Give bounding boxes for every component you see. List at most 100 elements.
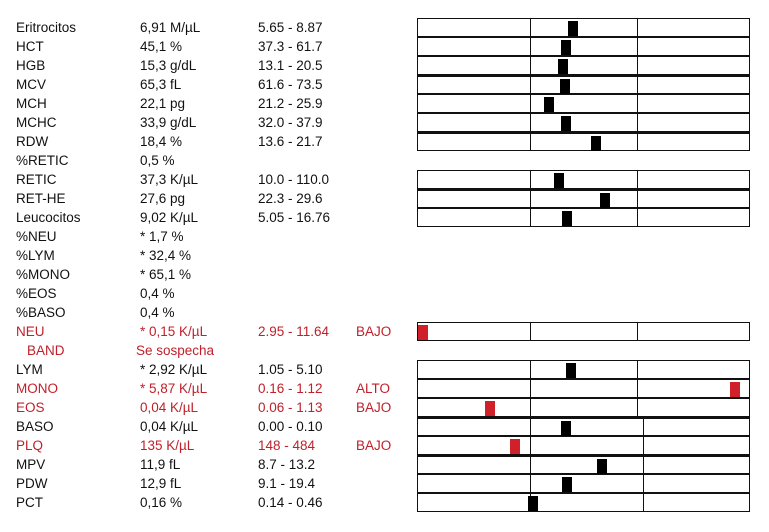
- reference-range: 61.6 - 73.5: [258, 77, 323, 92]
- result-row: Eritrocitos 6,91 M/µL 5.65 - 8.87: [0, 18, 769, 37]
- result-row: NEU * 0,15 K/µL 2.95 - 11.64 BAJO: [0, 322, 769, 341]
- test-value: 135 K/µL: [140, 438, 195, 453]
- test-name: MPV: [16, 457, 46, 472]
- result-row: %BASO 0,4 %: [0, 303, 769, 322]
- range-divider: [637, 38, 639, 55]
- reference-range: 0.16 - 1.12: [258, 381, 323, 396]
- reference-range: 5.65 - 8.87: [258, 20, 323, 35]
- test-name: PLQ: [16, 438, 44, 453]
- range-divider: [637, 171, 639, 188]
- range-indicator-bar: [417, 208, 750, 227]
- range-divider: [530, 380, 532, 397]
- test-value: 6,91 M/µL: [140, 20, 201, 35]
- range-divider: [637, 380, 639, 397]
- test-value: * 65,1 %: [140, 267, 192, 282]
- result-marker: [568, 21, 579, 36]
- test-name: MCHC: [16, 115, 57, 130]
- range-indicator-bar: [417, 322, 750, 341]
- range-divider: [637, 323, 639, 340]
- test-value: * 5,87 K/µL: [140, 381, 208, 396]
- reference-range: 0.06 - 1.13: [258, 400, 323, 415]
- result-row: MONO * 5,87 K/µL 0.16 - 1.12 ALTO: [0, 379, 769, 398]
- test-value: 0,16 %: [140, 495, 183, 510]
- result-marker: [561, 40, 572, 55]
- range-indicator-bar: [417, 493, 750, 512]
- result-row: RET-HE 27,6 pg 22.3 - 29.6: [0, 189, 769, 208]
- range-divider: [637, 77, 639, 93]
- test-name: PDW: [16, 476, 48, 491]
- result-row: MCV 65,3 fL 61.6 - 73.5: [0, 75, 769, 94]
- test-value: 0,4 %: [140, 286, 175, 301]
- result-row: EOS 0,04 K/µL 0.06 - 1.13 BAJO: [0, 398, 769, 417]
- test-name: %BASO: [16, 305, 66, 320]
- result-row: HGB 15,3 g/dL 13.1 - 20.5: [0, 56, 769, 75]
- reference-range: 2.95 - 11.64: [258, 324, 330, 339]
- test-value: 0,04 K/µL: [140, 400, 199, 415]
- range-divider: [643, 437, 645, 454]
- range-divider: [637, 114, 639, 131]
- reference-range: 32.0 - 37.9: [258, 115, 323, 130]
- test-value: * 1,7 %: [140, 229, 184, 244]
- test-name: BASO: [16, 419, 54, 434]
- range-indicator-bar: [417, 75, 750, 94]
- range-divider: [530, 399, 532, 416]
- range-divider: [530, 437, 532, 454]
- test-value: 33,9 g/dL: [140, 115, 197, 130]
- result-marker: [553, 173, 564, 188]
- result-marker: [562, 477, 573, 492]
- result-marker: [562, 211, 573, 226]
- range-indicator-bar: [417, 18, 750, 37]
- reference-range: 22.3 - 29.6: [258, 191, 323, 206]
- range-indicator-bar: [417, 474, 750, 493]
- range-indicator-bar: [417, 398, 750, 417]
- range-divider: [643, 457, 645, 473]
- test-value: 0,04 K/µL: [140, 419, 199, 434]
- result-marker: [544, 97, 555, 112]
- range-divider: [530, 114, 532, 131]
- test-name: HGB: [16, 58, 46, 73]
- range-divider: [637, 19, 639, 36]
- test-name: HCT: [16, 39, 44, 54]
- result-row: %EOS 0,4 %: [0, 284, 769, 303]
- range-indicator-bar: [417, 417, 750, 436]
- test-value: 11,9 fL: [140, 457, 181, 472]
- result-row: MCH 22,1 pg 21.2 - 25.9: [0, 94, 769, 113]
- test-name: BAND: [27, 343, 65, 358]
- result-row: PCT 0,16 % 0.14 - 0.46: [0, 493, 769, 512]
- result-marker: [559, 79, 570, 94]
- test-name: PCT: [16, 495, 43, 510]
- result-marker: [510, 439, 521, 454]
- reference-range: 148 - 484: [258, 438, 316, 453]
- range-indicator-bar: [417, 455, 750, 474]
- test-value: * 32,4 %: [140, 248, 192, 263]
- result-marker: [597, 459, 608, 474]
- status-flag: BAJO: [356, 324, 392, 339]
- test-value: 27,6 pg: [140, 191, 186, 206]
- range-divider: [643, 494, 645, 511]
- result-marker: [485, 401, 496, 416]
- result-marker: [730, 382, 740, 397]
- range-divider: [530, 134, 532, 150]
- result-marker: [557, 59, 568, 74]
- reference-range: 13.6 - 21.7: [258, 134, 323, 149]
- range-indicator-bar: [417, 37, 750, 56]
- test-value: 45,1 %: [140, 39, 183, 54]
- range-indicator-bar: [417, 379, 750, 398]
- test-value: 65,3 fL: [140, 77, 182, 92]
- range-indicator-bar: [417, 94, 750, 113]
- reference-range: 5.05 - 16.76: [258, 210, 331, 225]
- range-divider: [530, 77, 532, 93]
- result-row: BASO 0,04 K/µL 0.00 - 0.10: [0, 417, 769, 436]
- result-row: %MONO * 65,1 %: [0, 265, 769, 284]
- range-indicator-bar: [417, 360, 750, 379]
- test-value: 15,3 g/dL: [140, 58, 197, 73]
- test-name: MCV: [16, 77, 46, 92]
- range-divider: [530, 457, 532, 473]
- range-indicator-bar: [417, 170, 750, 189]
- reference-range: 10.0 - 110.0: [258, 172, 330, 187]
- test-value: 0,5 %: [140, 153, 175, 168]
- test-value: 9,02 K/µL: [140, 210, 199, 225]
- test-name: RET-HE: [16, 191, 66, 206]
- result-row: %LYM * 32,4 %: [0, 246, 769, 265]
- result-row: PLQ 135 K/µL 148 - 484 BAJO: [0, 436, 769, 455]
